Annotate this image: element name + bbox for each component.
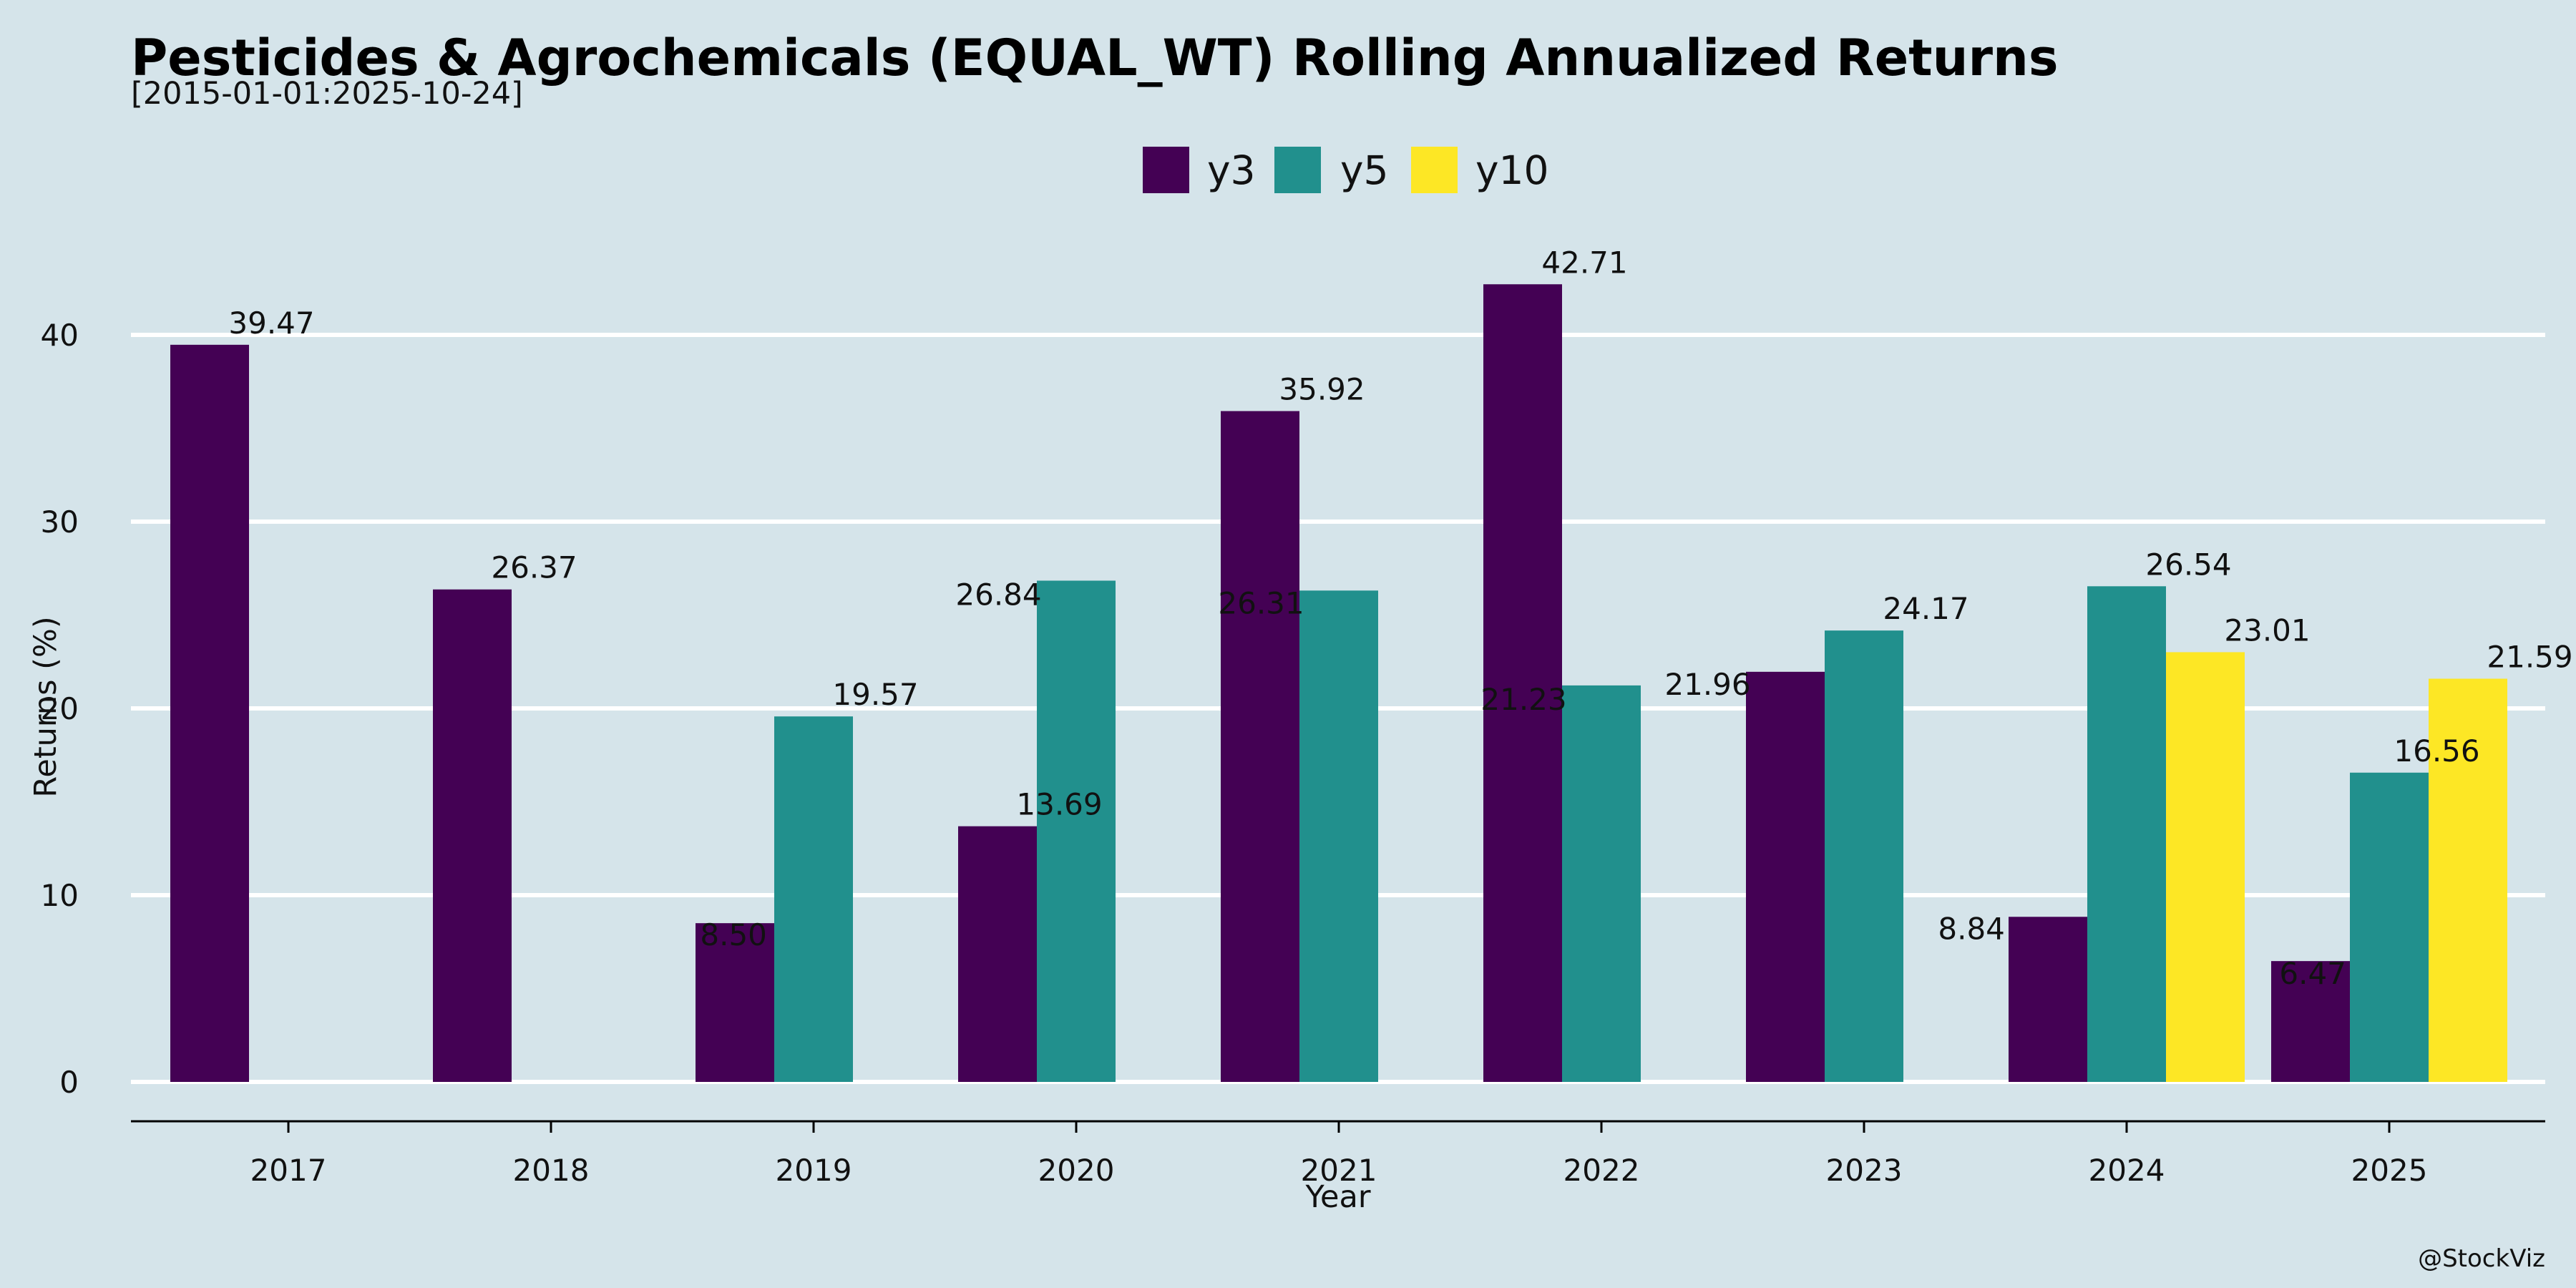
bar-y3-2019: [696, 923, 774, 1082]
bars: [170, 284, 2507, 1082]
x-tick-label: 2020: [1038, 1153, 1115, 1188]
x-tick-label: 2018: [513, 1153, 590, 1188]
data-labels: 39.47 26.37 8.50 19.57 13.69 26.84 35.92 26.31 4…: [228, 245, 2572, 991]
bar-y5-2025: [2350, 772, 2429, 1082]
bar-y3-2024: [2009, 917, 2087, 1082]
data-label-y5-2021: 26.31: [1218, 585, 1304, 620]
data-label-y3-2025: 6.47: [2279, 956, 2346, 991]
legend-swatch-y5: [1274, 147, 1321, 193]
legend-label-y3: y3: [1207, 147, 1256, 193]
data-label-y3-2019: 8.50: [700, 917, 767, 952]
bar-y5-2024: [2087, 586, 2166, 1082]
data-label-y5-2023: 24.17: [1883, 591, 1968, 626]
y-axis-title: Returns (%): [28, 616, 64, 797]
bar-y3-2020: [958, 826, 1037, 1082]
x-tick-label: 2023: [1826, 1153, 1903, 1188]
data-label-y10-2024: 23.01: [2224, 613, 2310, 648]
y-axis-ticks: 0 10 20 30 40: [41, 318, 79, 1100]
y-tick-label: 10: [41, 878, 79, 913]
data-label-y3-2024: 8.84: [1938, 911, 2005, 946]
data-label-y5-2020: 26.84: [955, 577, 1041, 612]
x-tick-label: 2022: [1563, 1153, 1640, 1188]
legend-swatch-y3: [1143, 147, 1189, 193]
data-label-y10-2025: 21.59: [2487, 640, 2572, 675]
data-label-y3-2017: 39.47: [228, 306, 314, 341]
x-tick-label: 2021: [1301, 1153, 1377, 1188]
data-label-y3-2022: 42.71: [1541, 245, 1627, 280]
bar-y5-2019: [774, 716, 853, 1082]
bar-y10-2025: [2429, 678, 2507, 1082]
data-label-y3-2018: 26.37: [491, 550, 577, 585]
bar-y3-2017: [170, 344, 249, 1082]
x-tick-label: 2024: [2089, 1153, 2165, 1188]
bar-y3-2022: [1483, 284, 1562, 1082]
bar-y3-2025: [2271, 961, 2350, 1082]
bar-y3-2018: [433, 589, 512, 1082]
legend-swatch-y10: [1411, 147, 1458, 193]
credit: @StockViz: [2418, 1244, 2545, 1273]
data-label-y3-2020: 13.69: [1016, 787, 1102, 822]
data-label-y3-2023: 21.96: [1664, 667, 1750, 702]
x-tick-label: 2025: [2351, 1153, 2428, 1188]
bar-y5-2021: [1299, 590, 1378, 1082]
bar-y5-2023: [1825, 630, 1903, 1082]
x-tick-label: 2017: [250, 1153, 327, 1188]
data-label-y5-2024: 26.54: [2145, 547, 2231, 582]
y-tick-label: 30: [41, 504, 79, 540]
bar-y5-2020: [1037, 580, 1116, 1082]
data-label-y3-2021: 35.92: [1279, 371, 1365, 406]
x-axis-title: Year: [1304, 1179, 1370, 1215]
bar-y10-2024: [2166, 652, 2245, 1082]
x-axis: 2017 2018 2019 2020 2021 2022 2023 2024 2025: [131, 1120, 2545, 1188]
data-label-y5-2022: 21.23: [1480, 682, 1566, 717]
legend-label-y10: y10: [1475, 147, 1549, 193]
legend: y3 y5 y10: [1143, 147, 1549, 193]
data-label-y5-2019: 19.57: [832, 677, 918, 712]
bar-y3-2023: [1746, 671, 1825, 1082]
data-label-y5-2025: 16.56: [2394, 733, 2479, 769]
bar-y3-2021: [1221, 411, 1299, 1082]
y-tick-label: 0: [59, 1065, 79, 1100]
chart-subtitle: [2015-01-01:2025-10-24]: [131, 76, 523, 112]
legend-label-y5: y5: [1340, 147, 1389, 193]
y-tick-label: 40: [41, 318, 79, 353]
bar-y5-2022: [1562, 685, 1641, 1082]
chart-title: Pesticides & Agrochemicals (EQUAL_WT) Ro…: [131, 29, 2059, 87]
y-tick-label: 20: [41, 691, 79, 726]
x-tick-label: 2019: [776, 1153, 852, 1188]
